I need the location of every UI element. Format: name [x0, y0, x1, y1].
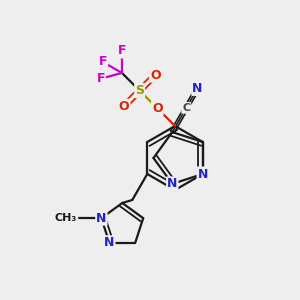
- Text: F: F: [97, 72, 105, 85]
- Text: O: O: [119, 100, 129, 113]
- Text: F: F: [99, 56, 107, 68]
- Text: N: N: [197, 167, 208, 181]
- Text: N: N: [104, 236, 115, 249]
- Text: CH₃: CH₃: [54, 213, 76, 223]
- Text: F: F: [118, 44, 126, 58]
- Text: N: N: [167, 177, 178, 190]
- Text: N: N: [192, 82, 203, 95]
- Text: N: N: [96, 212, 106, 225]
- Text: C: C: [182, 103, 190, 113]
- Text: S: S: [135, 84, 144, 97]
- Text: O: O: [150, 69, 160, 82]
- Text: O: O: [152, 102, 163, 115]
